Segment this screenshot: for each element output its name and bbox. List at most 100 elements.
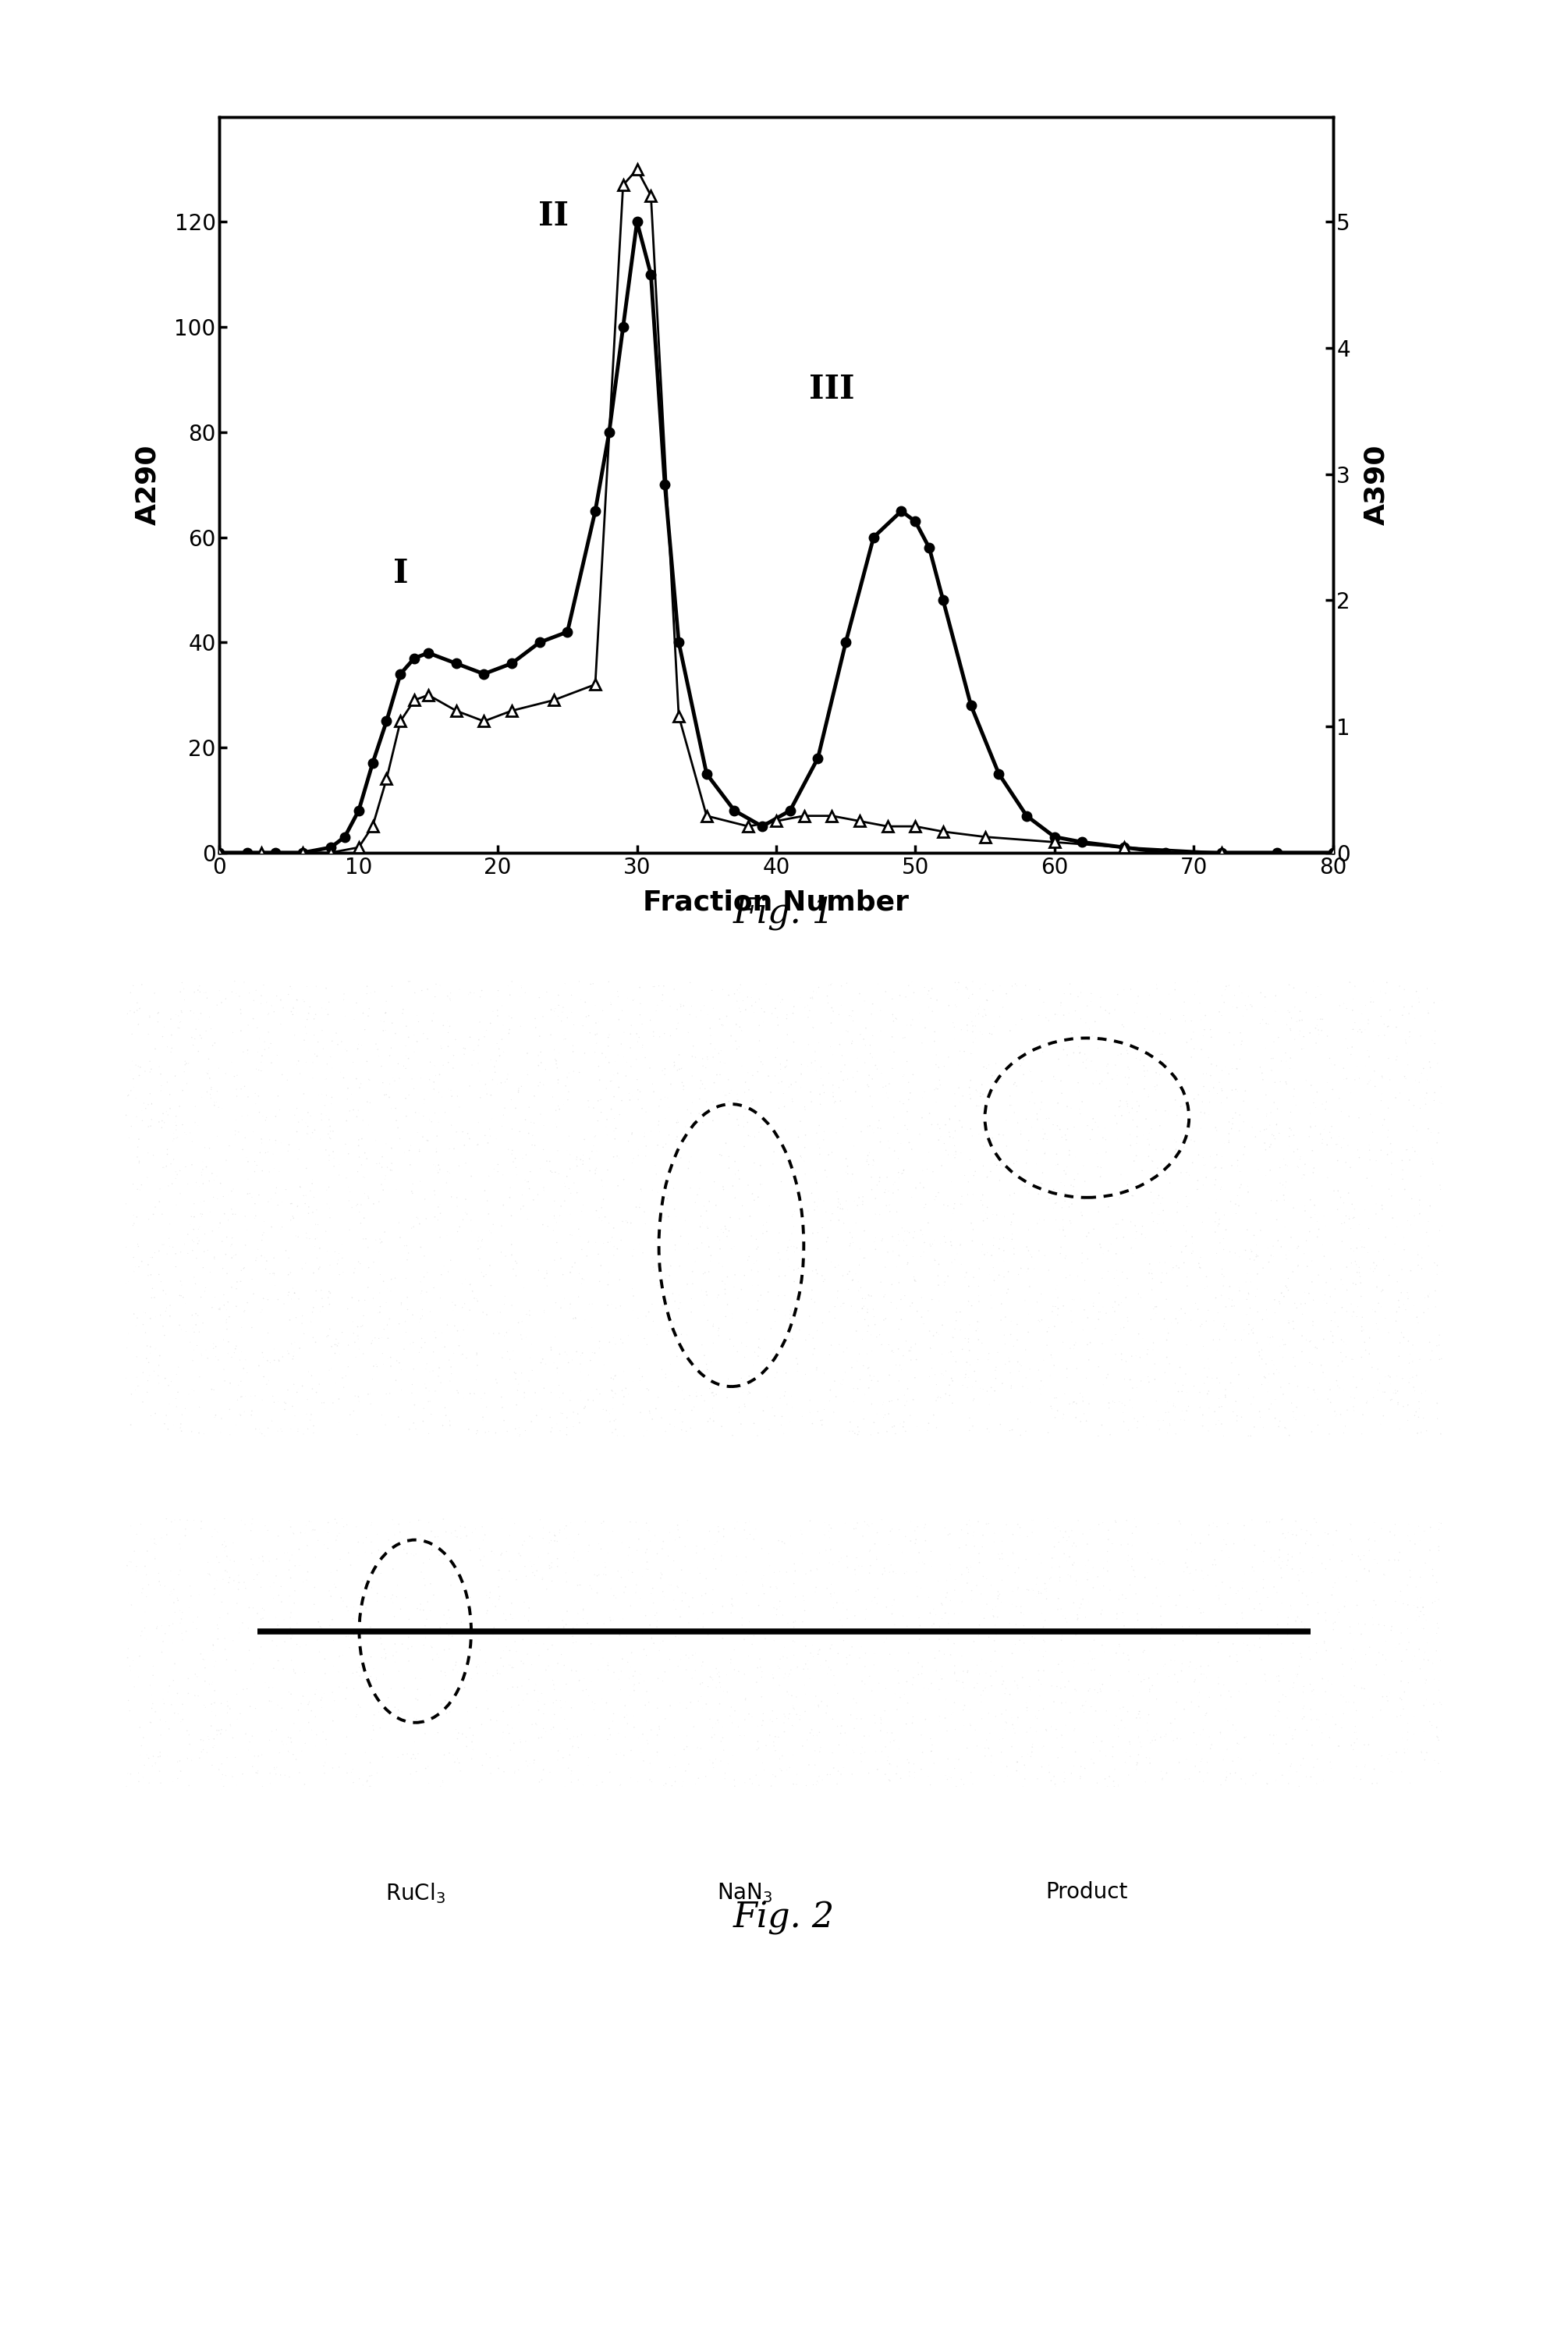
Point — [825, 1675, 850, 1712]
Point — [386, 1738, 411, 1775]
Point — [859, 1170, 884, 1208]
Point — [800, 1404, 825, 1441]
Point — [152, 1149, 177, 1187]
Point — [375, 1320, 400, 1357]
Point — [411, 1591, 436, 1628]
Point — [811, 1068, 836, 1105]
Point — [602, 1654, 627, 1691]
Point — [1179, 1301, 1204, 1339]
Point — [408, 1591, 433, 1628]
Point — [804, 1350, 829, 1388]
Point — [1406, 1182, 1432, 1219]
Point — [428, 1028, 453, 1065]
Point — [1220, 1705, 1245, 1743]
Point — [1261, 1318, 1286, 1355]
Point — [1372, 1556, 1397, 1593]
Point — [1359, 1348, 1385, 1385]
Point — [436, 1044, 461, 1082]
Point — [259, 1180, 284, 1217]
Point — [651, 1766, 676, 1803]
Point — [803, 1677, 828, 1715]
Point — [235, 1007, 260, 1044]
Point — [1309, 1011, 1334, 1049]
Point — [624, 1061, 649, 1098]
Point — [1261, 1355, 1286, 1392]
Point — [1069, 1378, 1094, 1416]
Point — [745, 1054, 770, 1091]
Point — [782, 972, 808, 1009]
Point — [635, 1724, 660, 1761]
Point — [615, 1044, 640, 1082]
Point — [136, 1764, 162, 1801]
Point — [706, 1701, 731, 1738]
Point — [670, 1581, 695, 1619]
Point — [731, 1098, 756, 1135]
Point — [842, 1556, 867, 1593]
Point — [685, 1600, 710, 1638]
Point — [1195, 1754, 1220, 1792]
Point — [290, 1306, 315, 1343]
Point — [205, 1180, 230, 1217]
Point — [1287, 1768, 1312, 1806]
Point — [1104, 1595, 1129, 1633]
Point — [1033, 1133, 1058, 1170]
Point — [906, 1544, 931, 1581]
Point — [662, 1409, 687, 1446]
Point — [544, 1523, 569, 1560]
Point — [332, 1030, 358, 1068]
Point — [778, 1750, 803, 1787]
Point — [201, 1719, 226, 1757]
Point — [1160, 1722, 1185, 1759]
Point — [1243, 1278, 1269, 1315]
Point — [417, 1677, 442, 1715]
Point — [453, 1261, 478, 1299]
Point — [417, 1764, 442, 1801]
Point — [1303, 1026, 1328, 1063]
Point — [1014, 1131, 1040, 1168]
Point — [891, 1409, 916, 1446]
Point — [764, 1567, 789, 1605]
Point — [1300, 1673, 1325, 1710]
Point — [1162, 1133, 1187, 1170]
Point — [1110, 1689, 1135, 1726]
Point — [800, 1252, 825, 1289]
Point — [1196, 1719, 1221, 1757]
Point — [1143, 1294, 1168, 1332]
Point — [687, 1348, 712, 1385]
Point — [721, 1631, 746, 1668]
Point — [668, 986, 693, 1023]
Point — [486, 1750, 511, 1787]
Point — [787, 1696, 812, 1733]
Point — [1240, 1549, 1265, 1586]
Point — [263, 1096, 289, 1133]
Point — [202, 1238, 227, 1275]
Point — [1217, 1103, 1242, 1140]
Point — [229, 1011, 254, 1049]
Point — [1033, 1633, 1058, 1670]
Point — [470, 1222, 495, 1259]
Point — [742, 1334, 767, 1371]
Point — [1167, 1577, 1192, 1614]
Point — [1392, 1673, 1417, 1710]
Point — [1367, 972, 1392, 1009]
Point — [607, 1261, 632, 1299]
Point — [1272, 1208, 1297, 1245]
Point — [499, 1647, 524, 1684]
Point — [969, 1016, 994, 1054]
Point — [1065, 1567, 1090, 1605]
Point — [666, 1619, 691, 1656]
Point — [728, 1717, 753, 1754]
Point — [1088, 1229, 1113, 1266]
Point — [1120, 1390, 1145, 1427]
Point — [337, 1210, 362, 1247]
Point — [1200, 1047, 1225, 1084]
Point — [1352, 1670, 1377, 1708]
Point — [855, 1107, 880, 1145]
Point — [511, 1374, 536, 1411]
Point — [489, 1560, 514, 1598]
Point — [768, 1047, 793, 1084]
Point — [1060, 1511, 1085, 1549]
Point — [963, 1018, 988, 1056]
Point — [1276, 1752, 1301, 1789]
Point — [1370, 1397, 1396, 1434]
